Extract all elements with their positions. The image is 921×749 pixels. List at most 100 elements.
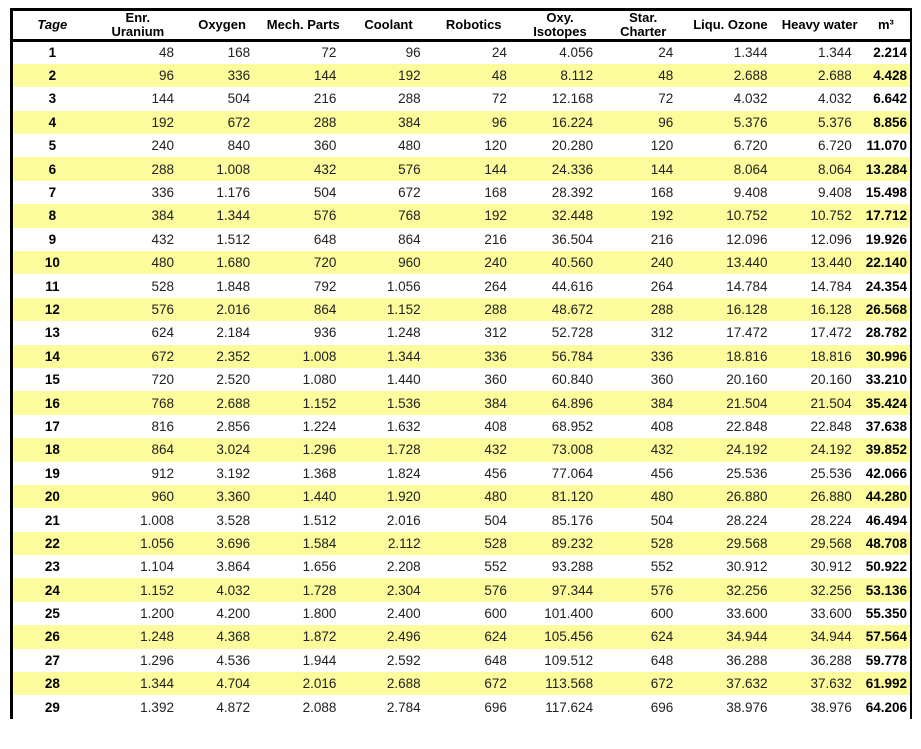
cell-m3: 22.140 [861, 251, 911, 275]
cell-oxygen: 3.360 [183, 484, 261, 509]
cell-heavy_water: 9.408 [817, 185, 852, 201]
cell-robotics: 336 [430, 344, 517, 368]
cell-robotics: 528 [430, 531, 517, 556]
row-number: 26 [11, 625, 92, 649]
table-row: 17 816 2.856 1.224 1.632 408 68.952 408 22.848 22… [12, 415, 912, 438]
cell-mech_parts: 2.088 [302, 699, 337, 715]
cell-robotics: 240 [430, 251, 517, 275]
cell-oxygen: 4.536 [216, 652, 251, 668]
header-row: Tage Enr. Uranium Oxygen Mech. Parts Coolant… [11, 9, 911, 42]
cell-enr_uranium: 240 [151, 138, 174, 154]
cell-star_charter: 168 [650, 185, 674, 201]
cell-star_charter: 144 [603, 157, 684, 181]
cell-m3: 15.498 [865, 185, 907, 201]
row-number: 2 [11, 63, 92, 88]
cell-oxy_isotopes: 20.280 [551, 138, 594, 154]
cell-robotics: 120 [484, 138, 507, 154]
cell-oxygen: 840 [227, 138, 251, 154]
cell-enr_uranium: 1.200 [140, 606, 174, 622]
cell-mech_parts: 1.800 [302, 606, 337, 622]
cell-oxy_isotopes: 68.952 [551, 418, 594, 434]
cell-robotics: 504 [484, 512, 507, 528]
row-number: 9 [48, 231, 57, 247]
cell-heavy_water: 22.848 [810, 418, 852, 434]
row-number: 23 [44, 559, 60, 575]
table-row: 24 1.152 4.032 1.728 2.304 576 97.344 576 32.256… [11, 578, 911, 602]
cell-star_charter: 312 [650, 325, 674, 341]
cell-liqu_ozone: 2.688 [683, 63, 778, 88]
table-body: 1 48 168 72 96 24 4.056 24 1.344 1.344 2.214 2 96 336… [11, 41, 912, 719]
cell-oxygen: 672 [183, 110, 261, 135]
cell-m3: 37.638 [865, 418, 907, 434]
cell-coolant: 288 [398, 91, 421, 107]
cell-oxy_isotopes: 40.560 [516, 251, 604, 275]
cell-mech_parts: 936 [313, 325, 337, 341]
cell-oxygen: 3.192 [216, 465, 251, 481]
cell-mech_parts: 1.728 [260, 578, 347, 602]
cell-star_charter: 432 [603, 438, 684, 462]
cell-liqu_ozone: 24.192 [683, 438, 778, 462]
cell-mech_parts: 864 [260, 297, 347, 322]
cell-star_charter: 384 [603, 391, 684, 415]
column-header-liqu_ozone: Liqu. Ozone [683, 9, 778, 42]
cell-oxygen: 2.184 [216, 325, 251, 341]
cell-heavy_water: 2.688 [777, 63, 862, 88]
cell-m3: 30.996 [861, 344, 911, 368]
cell-heavy_water: 1.344 [817, 45, 852, 61]
cell-star_charter: 504 [650, 512, 674, 528]
cell-robotics: 96 [430, 110, 517, 135]
cell-mech_parts: 1.224 [302, 418, 337, 434]
column-header-robotics: Robotics [430, 9, 517, 42]
table-row: 29 1.392 4.872 2.088 2.784 696 117.624 696 38.97… [12, 695, 912, 718]
cell-coolant: 768 [346, 204, 431, 228]
cell-star_charter: 192 [603, 204, 684, 228]
cell-star_charter: 456 [650, 465, 674, 481]
cell-star_charter: 48 [603, 63, 684, 88]
cell-heavy_water: 28.224 [810, 512, 852, 528]
cell-enr_uranium: 432 [151, 231, 174, 247]
cell-liqu_ozone: 20.160 [726, 372, 768, 388]
table-row: 6 288 1.008 432 576 144 24.336 144 8.064 8.064 13.… [11, 157, 911, 181]
cell-oxy_isotopes: 56.784 [516, 344, 604, 368]
cell-oxy_isotopes: 44.616 [551, 278, 594, 294]
cell-robotics: 696 [484, 699, 507, 715]
cell-m3: 57.564 [861, 625, 911, 649]
cell-coolant: 1.920 [346, 484, 431, 509]
table-row: 8 384 1.344 576 768 192 32.448 192 10.752 10.752 1… [11, 204, 911, 228]
data-table: Tage Enr. Uranium Oxygen Mech. Parts Coolant… [10, 8, 912, 719]
table-row: 2 96 336 144 192 48 8.112 48 2.688 2.688 4.428 [11, 63, 911, 88]
cell-oxy_isotopes: 117.624 [545, 699, 594, 715]
cell-liqu_ozone: 1.344 [733, 45, 768, 61]
cell-oxygen: 2.352 [183, 344, 261, 368]
cell-mech_parts: 216 [313, 91, 337, 107]
cell-m3: 44.280 [861, 484, 911, 509]
cell-mech_parts: 1.296 [260, 438, 347, 462]
cell-oxy_isotopes: 85.176 [551, 512, 594, 528]
cell-oxygen: 1.848 [216, 278, 251, 294]
cell-coolant: 2.784 [386, 699, 421, 715]
cell-oxygen: 4.368 [183, 625, 261, 649]
table-row: 22 1.056 3.696 1.584 2.112 528 89.232 528 29.568… [11, 531, 911, 556]
cell-liqu_ozone: 13.440 [683, 251, 778, 275]
cell-oxy_isotopes: 36.504 [551, 231, 594, 247]
column-header-tage: Tage [11, 9, 92, 42]
cell-oxygen: 2.520 [216, 372, 251, 388]
cell-liqu_ozone: 38.976 [726, 699, 768, 715]
row-number: 4 [11, 110, 92, 135]
row-number: 15 [44, 372, 60, 388]
cell-star_charter: 672 [603, 672, 684, 696]
cell-liqu_ozone: 36.288 [726, 652, 768, 668]
cell-heavy_water: 29.568 [777, 531, 862, 556]
cell-mech_parts: 1.512 [302, 512, 337, 528]
cell-star_charter: 120 [650, 138, 674, 154]
cell-enr_uranium: 624 [151, 325, 174, 341]
cell-coolant: 1.824 [386, 465, 421, 481]
row-number: 7 [48, 185, 57, 201]
row-number: 10 [11, 251, 92, 275]
cell-coolant: 2.016 [386, 512, 421, 528]
cell-robotics: 480 [430, 484, 517, 509]
cell-liqu_ozone: 21.504 [683, 391, 778, 415]
table-row: 1 48 168 72 96 24 4.056 24 1.344 1.344 2.214 [12, 41, 912, 64]
cell-mech_parts: 792 [313, 278, 337, 294]
cell-heavy_water: 18.816 [777, 344, 862, 368]
